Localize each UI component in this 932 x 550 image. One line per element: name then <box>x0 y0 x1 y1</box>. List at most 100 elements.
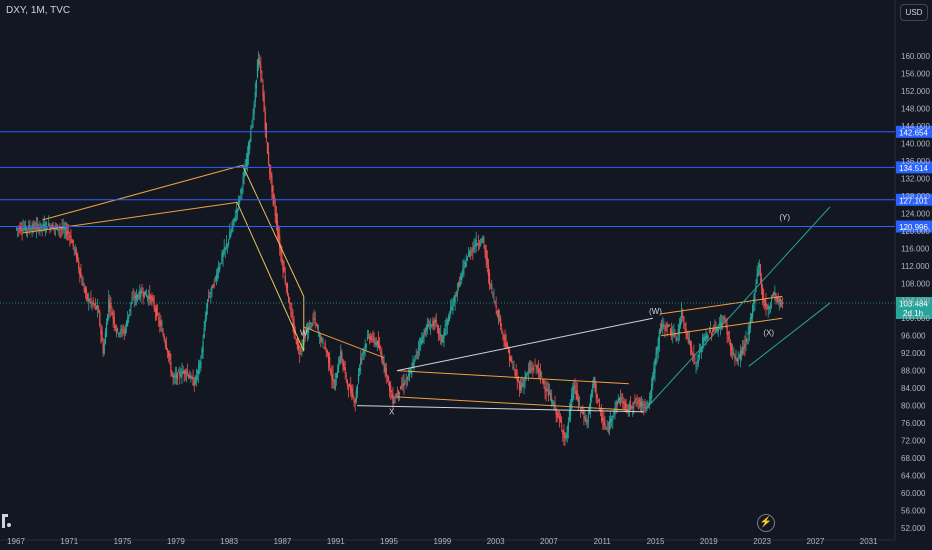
level-price-label: 127.101 <box>899 196 928 205</box>
candle-body <box>453 296 455 306</box>
y-tick-label: 148.000 <box>901 104 930 113</box>
candle-body <box>266 142 269 154</box>
candle-body <box>556 412 558 418</box>
candle-body <box>713 328 715 331</box>
candle-body <box>213 283 215 286</box>
candle-body <box>568 410 571 421</box>
candle-body <box>403 382 405 386</box>
candle-body <box>602 417 604 421</box>
candle-body <box>113 317 115 325</box>
symbol-title[interactable]: DXY, 1M, TVC <box>6 5 71 16</box>
candle-body <box>623 401 625 402</box>
candle-body <box>375 341 377 345</box>
candle-body <box>250 131 252 142</box>
candle-body <box>485 250 487 261</box>
y-tick-label: 96.000 <box>901 332 926 341</box>
x-tick-label: 2019 <box>700 537 718 546</box>
candle-body <box>531 368 533 370</box>
candle-body <box>365 344 367 348</box>
candle-body <box>304 335 306 338</box>
candle-body <box>165 343 168 349</box>
candle-body <box>582 411 584 415</box>
candle-body <box>87 293 89 300</box>
lightning-icon[interactable]: ⚡ <box>757 514 775 532</box>
candle-body <box>79 268 81 276</box>
candle-body <box>679 319 682 327</box>
candle-body <box>500 317 502 327</box>
candle-body <box>410 370 412 374</box>
candle-body <box>730 345 733 351</box>
candle-body <box>274 206 276 216</box>
candle-body <box>135 294 138 300</box>
candle-body <box>510 357 512 362</box>
candle-body <box>547 390 549 397</box>
candle-body <box>698 351 700 358</box>
candle-body <box>226 244 229 246</box>
candle-body <box>533 368 535 370</box>
candle-body <box>130 302 132 309</box>
candle-body <box>158 318 160 320</box>
candle-body <box>181 370 183 377</box>
candle-body <box>269 164 271 174</box>
candle-body <box>398 392 401 394</box>
x-tick-label: 1999 <box>433 537 451 546</box>
y-tick-label: 124.000 <box>901 209 930 218</box>
candle-body <box>584 417 586 420</box>
candle-body <box>618 398 621 402</box>
candle-body <box>779 298 782 305</box>
candle-body <box>502 331 504 333</box>
candle-body <box>478 244 481 246</box>
level-price-badge <box>896 125 932 138</box>
candle-body <box>688 341 690 343</box>
candle-body <box>686 332 688 339</box>
candle-body <box>251 125 253 128</box>
candle-body <box>744 343 746 347</box>
candle-body <box>662 324 664 327</box>
candle-body <box>340 351 342 361</box>
candle-body <box>360 357 362 366</box>
candle-body <box>566 426 568 439</box>
candle-body <box>39 227 41 229</box>
y-tick-label: 100.000 <box>901 314 930 323</box>
candle-body <box>186 371 189 374</box>
candle-body <box>71 241 73 243</box>
candle-body <box>210 292 212 295</box>
candle-body <box>753 298 755 305</box>
y-tick-label: 72.000 <box>901 437 926 446</box>
candle-body <box>18 227 20 230</box>
candle-body <box>696 362 698 364</box>
candle-body <box>78 261 80 269</box>
candle-body <box>737 358 739 362</box>
candle-body <box>482 236 484 241</box>
wave-label: X <box>389 407 395 416</box>
candle-body <box>467 253 470 255</box>
candle-body <box>480 243 482 245</box>
candle-body <box>451 306 453 310</box>
candle-body <box>619 398 622 401</box>
candle-body <box>532 367 534 370</box>
candle-body <box>45 223 48 225</box>
candle-body <box>296 338 299 349</box>
y-tick-label: 140.000 <box>901 139 930 148</box>
candle-body <box>725 323 727 325</box>
candle-body <box>168 351 170 357</box>
candle-body <box>284 275 286 283</box>
candle-body <box>289 302 291 304</box>
candle-body <box>195 376 198 380</box>
tradingview-logo-icon[interactable] <box>0 512 12 530</box>
candle-body <box>246 153 249 166</box>
candle-body <box>382 359 384 364</box>
candle-body <box>64 227 67 231</box>
candle-body <box>512 367 514 368</box>
candle-body <box>693 353 695 356</box>
candle-body <box>30 229 32 231</box>
candle-body <box>447 316 450 322</box>
candle-body <box>325 350 327 352</box>
candle-body <box>658 330 660 343</box>
candle-body <box>286 283 289 295</box>
candle-body <box>255 79 257 89</box>
candle-body <box>49 225 51 229</box>
trendline-13 <box>644 206 831 411</box>
currency-button[interactable]: USD <box>900 4 928 21</box>
